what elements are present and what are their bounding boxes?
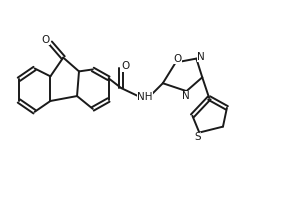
Text: NH: NH: [137, 92, 153, 102]
Text: O: O: [121, 61, 130, 71]
Text: O: O: [173, 54, 182, 64]
Text: O: O: [41, 35, 50, 45]
Text: S: S: [194, 132, 201, 142]
Text: N: N: [182, 91, 189, 101]
Text: N: N: [197, 52, 205, 62]
